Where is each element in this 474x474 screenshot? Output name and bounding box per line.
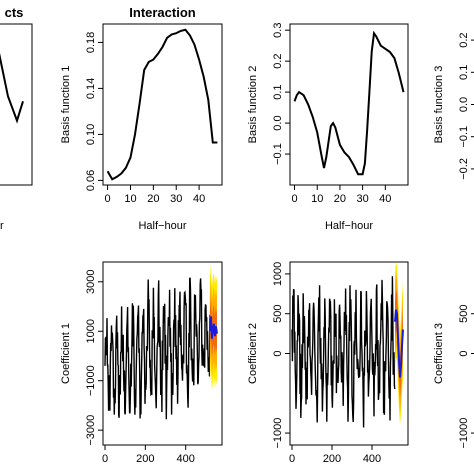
chart-title: cts xyxy=(5,5,24,20)
y-tick-label: −3000 xyxy=(85,415,97,446)
y-tick-label: −1000 xyxy=(458,418,470,449)
y-tick-label: −1000 xyxy=(85,365,97,396)
plot-frame xyxy=(289,23,409,186)
panel-p-basis3: −0.2 −0.1 0.0 0.1 0.2 Basis function 3 xyxy=(433,32,474,180)
x-axis-label: Half−hour xyxy=(325,220,373,232)
x-tick-label: 400 xyxy=(363,453,381,465)
y-axis-label: Basis function 2 xyxy=(247,66,259,144)
series-line xyxy=(293,30,405,176)
y-tick-label: 0 xyxy=(272,350,284,356)
y-axis-label: Coefficient 2 xyxy=(247,323,259,384)
y-tick-label: −0.2 xyxy=(458,158,470,180)
y-tick-label: 0 xyxy=(458,350,470,356)
x-tick-label: 20 xyxy=(334,193,346,205)
y-axis-label: Coefficient 3 xyxy=(433,323,445,384)
y-tick-label: 0.3 xyxy=(272,23,284,38)
y-tick-label: 0.06 xyxy=(85,170,97,191)
panel-p-coef3: −1000 0 500 Coefficient 3 xyxy=(433,305,474,449)
forecast-mean-line xyxy=(208,316,218,339)
y-axis-label: Basis function 1 xyxy=(60,66,72,144)
y-tick-label: −0.1 xyxy=(272,143,284,165)
plot-frame xyxy=(0,23,33,186)
x-tick-label: 0 xyxy=(291,193,297,205)
y-tick-label: 0.0 xyxy=(458,97,470,112)
x-tick-label: 400 xyxy=(177,453,195,465)
series-line xyxy=(104,277,211,420)
series-line xyxy=(291,276,396,428)
y-tick-label: 3000 xyxy=(85,270,97,294)
panel-p-coef1: 0200400−3000−100010003000WeekCoefficient… xyxy=(60,261,223,465)
y-tick-label: 0.1 xyxy=(272,84,284,99)
x-axis-label: r xyxy=(0,220,4,232)
forecast-mean-line xyxy=(394,309,404,378)
x-tick-label: 0 xyxy=(105,193,111,205)
x-axis-label: Half−hour xyxy=(138,220,186,232)
y-tick-label: 0.2 xyxy=(458,32,470,47)
y-axis-label: Coefficient 1 xyxy=(60,323,72,384)
y-tick-label: −0.1 xyxy=(458,126,470,148)
plot-frame xyxy=(102,23,223,186)
panel-p-basis2: 0 10 20 30 40 −0.1 0.0 0.1 0.2 0.3 Half−hour Basis … xyxy=(247,23,409,232)
series-line xyxy=(0,52,24,124)
y-tick-label: 0.2 xyxy=(272,54,284,69)
x-tick-label: 40 xyxy=(193,193,205,205)
x-tick-label: 10 xyxy=(311,193,323,205)
x-tick-label: 200 xyxy=(136,453,154,465)
x-tick-label: 30 xyxy=(356,193,368,205)
y-tick-label: 0.0 xyxy=(272,115,284,130)
y-tick-label: 0.1 xyxy=(458,65,470,80)
y-axis-label: Basis function 3 xyxy=(433,66,445,144)
x-tick-label: 20 xyxy=(147,193,159,205)
plot-frame xyxy=(102,261,223,446)
y-tick-label: −1000 xyxy=(272,418,284,449)
x-tick-label: 0 xyxy=(102,453,108,465)
panel-p-interaction: Interaction 0 10 20 30 40 0.06 0.10 0.14 0.18 Half… xyxy=(60,5,223,232)
x-tick-label: 40 xyxy=(379,193,391,205)
y-tick-label: 500 xyxy=(458,305,470,323)
y-tick-label: 1000 xyxy=(272,262,284,286)
y-tick-label: 0.14 xyxy=(85,78,97,99)
y-tick-label: 500 xyxy=(272,305,284,323)
x-tick-label: 10 xyxy=(124,193,136,205)
y-tick-label: 1000 xyxy=(85,319,97,343)
x-tick-label: 30 xyxy=(170,193,182,205)
y-tick-label: 0.18 xyxy=(85,32,97,53)
y-tick-label: 0.10 xyxy=(85,124,97,145)
x-tick-label: 0 xyxy=(289,453,295,465)
series-line xyxy=(106,28,218,181)
chart-title: Interaction xyxy=(129,5,196,20)
panel-p-left-top: cts r xyxy=(0,5,33,232)
x-tick-label: 200 xyxy=(323,453,341,465)
